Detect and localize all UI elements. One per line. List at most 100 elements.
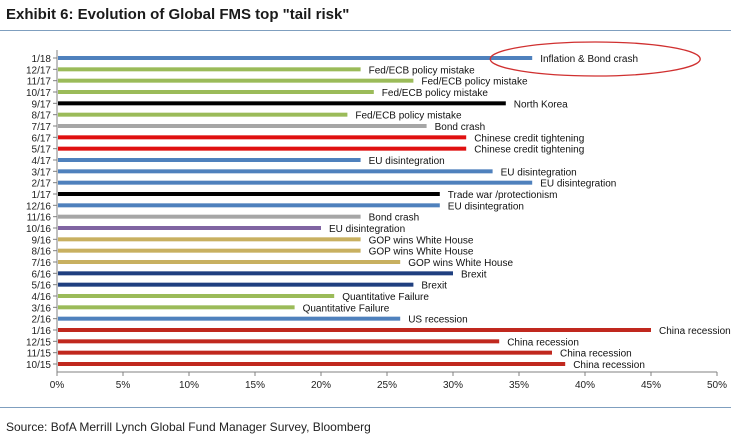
title-rule xyxy=(0,30,731,31)
bar xyxy=(58,316,401,321)
source-note: Source: BofA Merrill Lynch Global Fund M… xyxy=(6,420,371,434)
date-label: 8/16 xyxy=(32,247,52,258)
bar-label: Chinese credit tightening xyxy=(474,145,584,156)
date-label: 5/17 xyxy=(32,145,52,156)
date-label: 2/16 xyxy=(32,315,52,326)
bar xyxy=(58,237,361,242)
bar-label: Bond crash xyxy=(369,213,420,224)
bar xyxy=(58,101,506,106)
x-tick-label: 25% xyxy=(377,380,397,391)
x-tick-label: 20% xyxy=(311,380,331,391)
x-tick-label: 35% xyxy=(509,380,529,391)
date-label: 3/16 xyxy=(32,303,52,314)
bar-chart: 0% 5% 10% 15% 20% 25% 30% 35% 40% 45% 50% 1/18 Infla… xyxy=(26,41,731,391)
bar xyxy=(58,146,467,151)
date-label: 12/15 xyxy=(26,337,51,348)
bar xyxy=(58,305,295,310)
bar xyxy=(58,339,500,344)
date-label: 7/17 xyxy=(32,122,52,133)
bar-label: EU disintegration xyxy=(329,224,405,235)
date-label: 4/16 xyxy=(32,292,52,303)
bar-label: Fed/ECB policy mistake xyxy=(355,111,462,122)
bar xyxy=(58,192,440,196)
bar-label: Chinese credit tightening xyxy=(474,133,584,144)
bar-label: Brexit xyxy=(421,281,447,292)
bar xyxy=(58,226,321,230)
bar-label: GOP wins White House xyxy=(369,247,474,258)
x-tick-label: 15% xyxy=(245,380,265,391)
bar xyxy=(58,328,651,332)
bar-label: Quantitative Failure xyxy=(342,292,429,303)
date-label: 4/17 xyxy=(32,156,52,167)
bar xyxy=(58,282,414,287)
bar xyxy=(58,362,566,366)
bar-label: North Korea xyxy=(514,99,568,110)
bar xyxy=(58,112,348,117)
date-label: 1/18 xyxy=(32,54,52,65)
bar xyxy=(58,180,533,185)
bar-label: Fed/ECB policy mistake xyxy=(421,77,528,88)
bar-label: China recession xyxy=(659,326,731,337)
date-label: 10/15 xyxy=(26,360,51,371)
bar xyxy=(58,67,361,72)
date-label: 7/16 xyxy=(32,258,52,269)
bar-label: Fed/ECB policy mistake xyxy=(382,88,489,99)
date-label: 6/16 xyxy=(32,269,52,280)
bar-label: China recession xyxy=(573,360,645,371)
date-label: 8/17 xyxy=(32,111,52,122)
bar xyxy=(58,271,453,276)
bar-label: US recession xyxy=(408,315,467,326)
x-tick-label: 5% xyxy=(116,380,131,391)
date-label: 5/16 xyxy=(32,281,52,292)
x-tick-label: 45% xyxy=(641,380,661,391)
bar-label: Brexit xyxy=(461,269,487,280)
date-label: 11/16 xyxy=(27,213,52,224)
bar xyxy=(58,214,361,219)
bar xyxy=(58,203,440,208)
date-label: 11/15 xyxy=(27,349,52,360)
bar xyxy=(58,78,414,83)
bar-label: Fed/ECB policy mistake xyxy=(369,65,476,76)
bar-label: GOP wins White House xyxy=(408,258,513,269)
bar xyxy=(58,350,552,355)
bar-label: Quantitative Failure xyxy=(303,303,390,314)
x-tick-label: 40% xyxy=(575,380,595,391)
bar xyxy=(58,56,533,60)
date-label: 1/17 xyxy=(32,190,52,201)
date-label: 9/17 xyxy=(32,99,52,110)
bar xyxy=(58,248,361,253)
bar-label: Trade war /protectionism xyxy=(448,190,558,201)
x-tick-label: 30% xyxy=(443,380,463,391)
date-label: 3/17 xyxy=(32,167,52,178)
bar-label: GOP wins White House xyxy=(369,235,474,246)
date-label: 9/16 xyxy=(32,235,52,246)
bar xyxy=(58,124,427,128)
bar xyxy=(58,158,361,162)
bar-label: EU disintegration xyxy=(448,201,524,212)
chart-title: Exhibit 6: Evolution of Global FMS top "… xyxy=(6,6,350,23)
date-label: 10/16 xyxy=(26,224,51,235)
date-label: 12/17 xyxy=(26,65,51,76)
bar xyxy=(58,260,401,264)
date-label: 11/17 xyxy=(27,77,52,88)
highlight-ellipse xyxy=(489,41,701,77)
bar-label: EU disintegration xyxy=(369,156,445,167)
x-tick-label: 10% xyxy=(179,380,199,391)
bar-label: EU disintegration xyxy=(540,179,616,190)
bar xyxy=(58,90,374,94)
bar-label: Bond crash xyxy=(435,122,486,133)
date-label: 2/17 xyxy=(32,179,52,190)
bar xyxy=(58,294,335,298)
footer-rule xyxy=(0,407,731,408)
bar-label: EU disintegration xyxy=(501,167,577,178)
date-label: 1/16 xyxy=(32,326,52,337)
bar-label: Inflation & Bond crash xyxy=(540,54,638,65)
date-label: 12/16 xyxy=(26,201,51,212)
bar-label: China recession xyxy=(560,349,632,360)
date-label: 10/17 xyxy=(26,88,51,99)
bar xyxy=(58,169,493,174)
bar-label: China recession xyxy=(507,337,579,348)
x-tick-label: 50% xyxy=(707,380,727,391)
bar xyxy=(58,135,467,140)
date-label: 6/17 xyxy=(32,133,52,144)
